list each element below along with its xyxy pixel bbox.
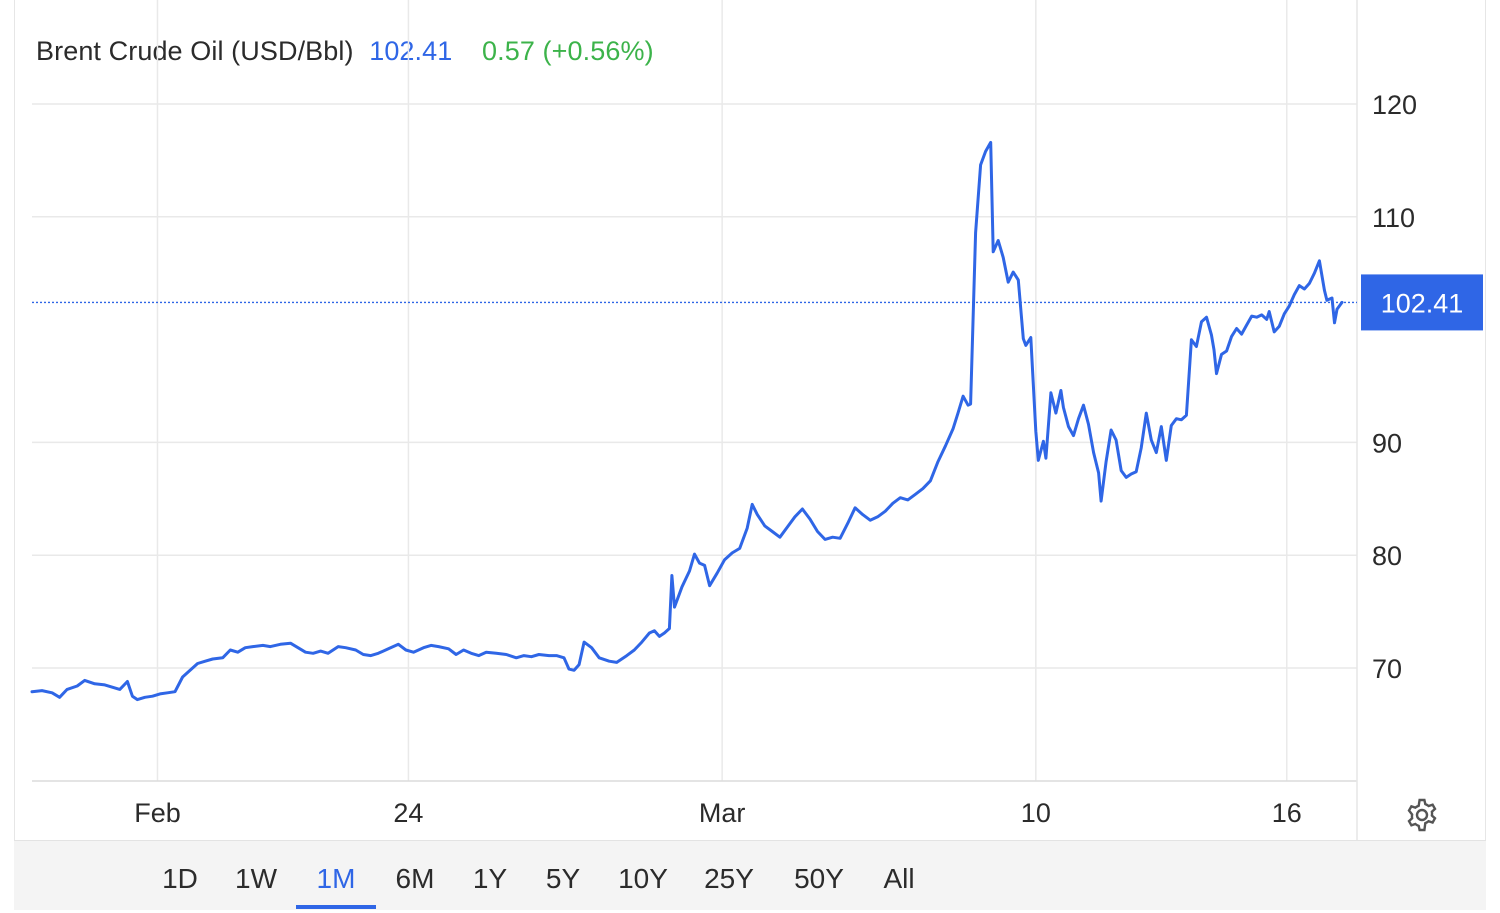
range-button-1m[interactable]: 1M (316, 863, 356, 894)
y-tick-label: 70 (1372, 654, 1402, 684)
current-value-badge (1361, 274, 1483, 331)
range-selector: 1D 1W 1M 6M 1Y 5Y 10Y 25Y 50Y All (14, 840, 1486, 910)
y-tick-label: 110 (1372, 203, 1415, 233)
y-tick-label: 80 (1372, 541, 1402, 571)
range-button-5y[interactable]: 5Y (545, 863, 581, 894)
price-change: 0.57 (+0.56%) (482, 36, 654, 66)
x-tick-label: 10 (1021, 798, 1051, 828)
x-tick-label: 24 (393, 798, 423, 828)
range-button-10y[interactable]: 10Y (618, 863, 668, 894)
gear-icon[interactable] (1404, 797, 1440, 833)
range-button-all[interactable]: All (883, 863, 915, 894)
chart-header: Brent Crude Oil (USD/Bbl) 102.41 0.57 (+… (36, 36, 654, 67)
range-button-6m[interactable]: 6M (395, 863, 435, 894)
y-tick-label: 90 (1372, 428, 1402, 458)
x-tick-label: 16 (1272, 798, 1302, 828)
series-line (30, 140, 1344, 702)
y-tick-label: 120 (1372, 90, 1417, 120)
current-price: 102.41 (369, 36, 453, 66)
instrument-name: Brent Crude Oil (USD/Bbl) (36, 36, 354, 66)
range-button-1w[interactable]: 1W (235, 863, 277, 894)
active-range-indicator (296, 905, 376, 909)
x-tick-label: Mar (699, 798, 746, 828)
range-button-25y[interactable]: 25Y (704, 863, 754, 894)
x-tick-label: Feb (134, 798, 181, 828)
range-button-1y[interactable]: 1Y (472, 863, 508, 894)
range-button-1d[interactable]: 1D (162, 863, 198, 894)
current-value-label: 102.41 (1381, 288, 1464, 318)
range-button-50y[interactable]: 50Y (794, 863, 844, 894)
